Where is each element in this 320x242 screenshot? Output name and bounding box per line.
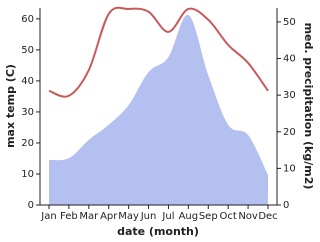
- x-tick-label: Jul: [161, 211, 174, 222]
- x-tick-label: Jun: [140, 211, 157, 222]
- precipitation-area: [49, 14, 268, 205]
- y-axis-label: max temp (C): [4, 64, 17, 148]
- x-tick-label: Mar: [79, 211, 99, 222]
- x-tick-label: May: [118, 211, 139, 222]
- y-tick-label: 30: [21, 107, 34, 118]
- y-tick-label: 10: [21, 169, 34, 180]
- x-tick-label: Nov: [238, 211, 258, 222]
- y-tick-label: 60: [21, 14, 34, 25]
- x-tick-label: Aug: [179, 211, 199, 222]
- y2-tick-label: 20: [283, 127, 296, 138]
- y-tick-label: 0: [28, 200, 34, 211]
- y2-tick-label: 50: [283, 17, 296, 28]
- x-tick-label: Apr: [100, 211, 118, 222]
- x-tick-label: Feb: [60, 211, 78, 222]
- x-tick-label: Dec: [258, 211, 277, 222]
- y2-tick-label: 10: [283, 163, 296, 174]
- temp-line: [48, 6, 269, 98]
- x-axis-label: date (month): [117, 225, 199, 238]
- y2-tick-label: 40: [283, 54, 296, 65]
- y-tick-label: 50: [21, 45, 34, 56]
- y-tick-label: 40: [21, 76, 34, 87]
- x-tick-label: Jan: [40, 211, 56, 222]
- y2-tick-label: 30: [283, 90, 296, 101]
- y2-tick-label: 0: [283, 200, 289, 211]
- x-tick-label: Oct: [220, 211, 237, 222]
- y-tick-label: 20: [21, 138, 34, 149]
- y2-axis-label: med. precipitation (kg/m2): [302, 23, 315, 190]
- x-tick-label: Sep: [199, 211, 218, 222]
